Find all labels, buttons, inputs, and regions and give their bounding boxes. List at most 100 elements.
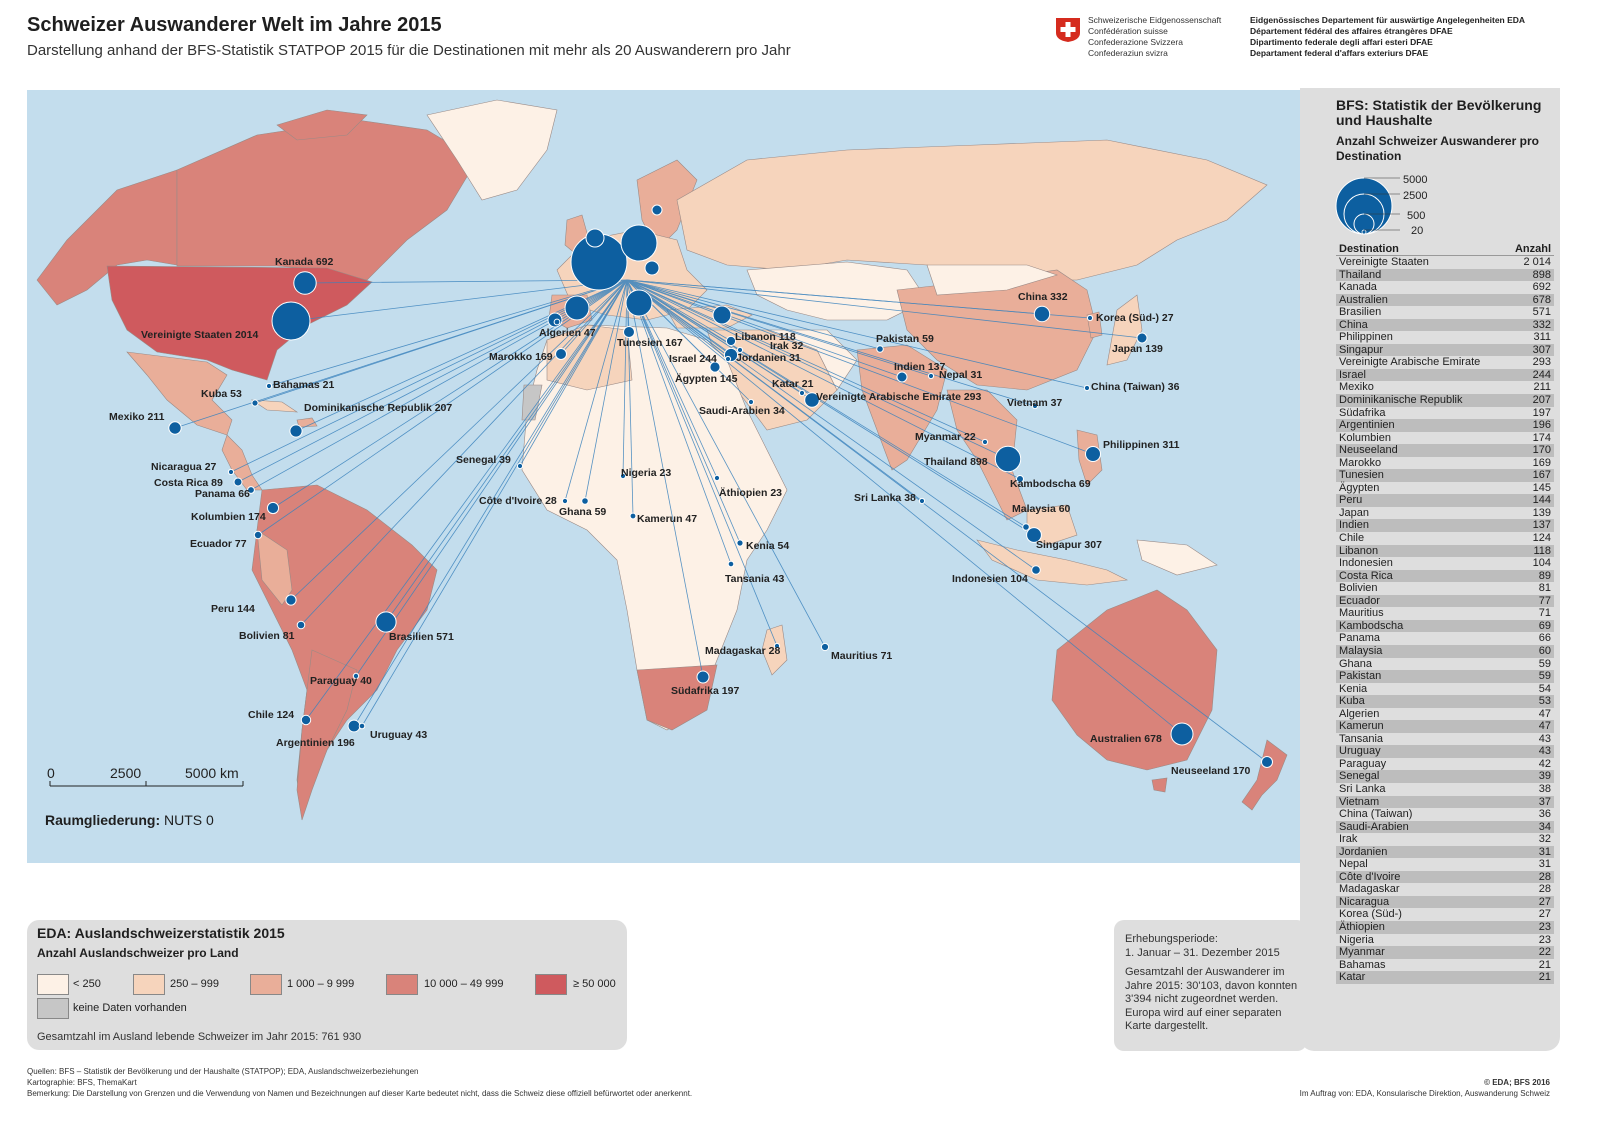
destination-name: Ägypten [1339,481,1380,494]
destination-name: Argentinien [1336,419,1506,432]
destination-name: Nicaragua [1336,895,1506,909]
flow-line-nicaragua [230,279,628,473]
svg-text:2500: 2500 [1403,190,1427,202]
destination-label-kambodscha: Kambodscha 69 [1010,478,1091,490]
table-row: Südafrika 197 [1336,407,1554,420]
svg-text:500: 500 [1407,210,1425,222]
destination-circle-jordanien [724,355,732,363]
destination-circle-domrep [289,424,303,438]
table-row: Tansania 43 [1336,733,1554,746]
scale-bar: 0 2500 5000 km [47,765,244,787]
legend-swatch-no-data [37,998,69,1019]
scale-tick-5000: 5000 km [185,765,239,781]
period-panel [1114,920,1307,1051]
destination-count: 27 [1505,895,1554,909]
destination-circle-paraguay [352,672,360,680]
destination-name: Paraguay [1339,757,1387,770]
flow-line-ecuador [257,279,628,536]
destination-count: 31 [1505,845,1554,859]
destination-label-japan: Japan 139 [1112,343,1163,355]
destination-label-china: China 332 [1018,291,1068,303]
destination-circle-kuba [251,399,259,407]
destination-count: 145 [1532,481,1551,494]
destination-count: 47 [1538,707,1551,720]
department-names: Eidgenössisches Departement für auswärti… [1250,15,1526,58]
destination-circle-suedafrika [696,670,710,684]
destination-label-aethiopien: Äthiopien 23 [719,486,782,499]
flow-line-usa [290,279,628,322]
country-neuguinea [1136,539,1218,576]
destination-count: 174 [1532,431,1551,444]
destination-name: Mexiko [1339,381,1374,394]
destination-circle-kambodscha [1016,475,1024,483]
destination-count: 89 [1505,569,1554,583]
table-row: Katar 21 [1336,971,1554,984]
flow-line-brasilien [385,279,628,623]
flow-line-indien [626,279,903,378]
eda-legend-title: EDA: Auslandschweizerstatistik 2015 [37,925,285,941]
legend-label-lt250: < 250 [73,978,101,990]
destination-count: 197 [1532,406,1551,419]
eda-total: Gesamtzahl im Ausland lebende Schweizer … [37,1031,362,1043]
table-header-destination: Destination [1336,243,1506,256]
country-tasmanien [1151,777,1168,793]
destination-count: 36 [1538,808,1551,821]
destination-circles [168,271,1273,768]
destination-count: 59 [1505,670,1554,683]
destination-label-srilanka: Sri Lanka 38 [854,492,916,504]
destination-name: Costa Rica [1336,569,1506,583]
destination-circle-costarica [233,477,243,487]
flow-line-uruguay [361,279,628,727]
destination-label-bahamas: Bahamas 21 [273,379,334,391]
flow-line-kamerun [626,279,634,517]
flow-line-taiwan [626,279,1088,389]
flow-line-madagaskar [626,279,778,647]
flow-line-ghana [584,279,628,502]
table-row: Irak 32 [1336,833,1554,846]
destination-name: Libanon [1336,544,1506,558]
table-row: Tunesien 167 [1336,469,1554,482]
destination-count: 81 [1538,582,1551,595]
destination-label-usa: Vereinigte Staaten 2014 [141,329,258,341]
destination-circle-vietnam [1031,402,1039,410]
flow-line-mauritius [626,279,826,648]
flow-line-japan [626,279,1143,339]
destination-name: Nepal [1339,858,1368,871]
destination-label-neuseeland: Neuseeland 170 [1171,765,1251,777]
destination-count: 898 [1505,268,1554,282]
table-row: Dominikanische Republik 207 [1336,394,1554,407]
destination-circle-myanmar [981,438,989,446]
destination-label-marokko: Marokko 169 [489,351,553,363]
destination-count: 69 [1505,619,1554,633]
table-row: Thailand 898 [1336,268,1554,282]
destination-name: Tunesien [1336,469,1506,482]
destination-count: 170 [1505,444,1554,457]
table-row: Kuba 53 [1336,695,1554,708]
flow-line-pakistan [626,279,881,350]
destination-count: 42 [1538,757,1551,770]
destination-count: 23 [1505,920,1554,934]
destination-label-argentinien: Argentinien 196 [276,737,355,749]
destination-name: Japan [1339,506,1369,519]
destination-label-uruguay: Uruguay 43 [370,729,427,741]
flow-line-costarica [237,279,628,483]
destination-name: Israel [1336,368,1506,382]
europe-circle-sweden [651,204,663,216]
destination-count: 59 [1538,657,1551,670]
flow-line-nigeria [622,279,628,477]
country-mongolei [926,264,1058,296]
destination-label-myanmar: Myanmar 22 [915,431,976,443]
destination-label-kuba: Kuba 53 [201,388,242,400]
destination-label-bolivien: Bolivien 81 [239,630,295,642]
destination-count: 43 [1505,745,1554,758]
table-row: Pakistan 59 [1336,670,1554,683]
destination-circle-kanada [293,271,317,295]
destination-name: Korea (Süd-) [1339,908,1402,921]
destination-circle-katar [798,389,806,397]
destination-label-brasilien: Brasilien 571 [389,631,454,643]
flow-line-peru [290,279,628,601]
destination-circle-bahamas [265,382,273,390]
destination-name: Vereinigte Arabische Emirate [1339,356,1481,369]
destination-name: Kanada [1339,281,1377,294]
destination-label-malaysia: Malaysia 60 [1012,503,1071,515]
